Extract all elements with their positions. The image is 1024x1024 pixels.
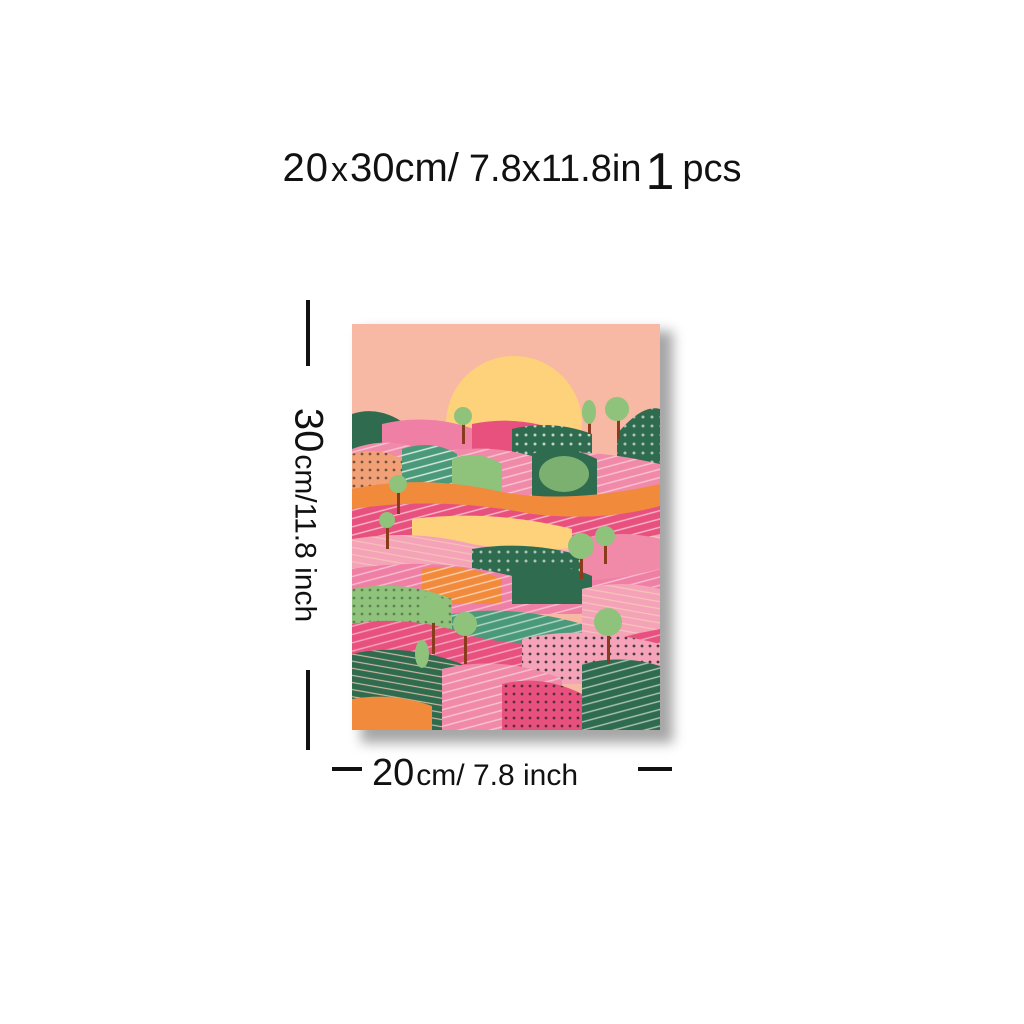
height-dimension-label: 30 cm/11.8 inch xyxy=(286,408,331,622)
height-dimension-bottom-line xyxy=(306,670,310,750)
title-unit-pcs: pcs xyxy=(682,148,742,190)
product-size-title: 20 x 30cm / 7.8x11.8in 1 pcs xyxy=(0,138,1024,198)
tree-icon xyxy=(454,407,472,444)
height-unit: cm/11.8 inch xyxy=(288,454,322,623)
height-dimension-top-line xyxy=(306,300,310,366)
title-width-cm: 20 xyxy=(282,146,329,190)
width-dimension-left-line xyxy=(332,767,362,771)
height-number: 30 xyxy=(286,407,331,453)
landscape-painting xyxy=(352,324,660,730)
title-separator: / xyxy=(447,146,459,190)
title-times: x xyxy=(330,151,348,189)
title-height-cm: 30cm xyxy=(349,146,448,190)
width-dimension-right-line xyxy=(638,767,672,771)
title-quantity: 1 xyxy=(645,143,675,201)
canvas-artwork xyxy=(352,324,660,730)
width-number: 20 xyxy=(372,752,415,794)
title-size-inches: 7.8x11.8in xyxy=(468,148,642,190)
width-dimension-label: 20 cm/ 7.8 inch xyxy=(372,752,578,795)
width-unit: cm/ 7.8 inch xyxy=(416,759,579,792)
